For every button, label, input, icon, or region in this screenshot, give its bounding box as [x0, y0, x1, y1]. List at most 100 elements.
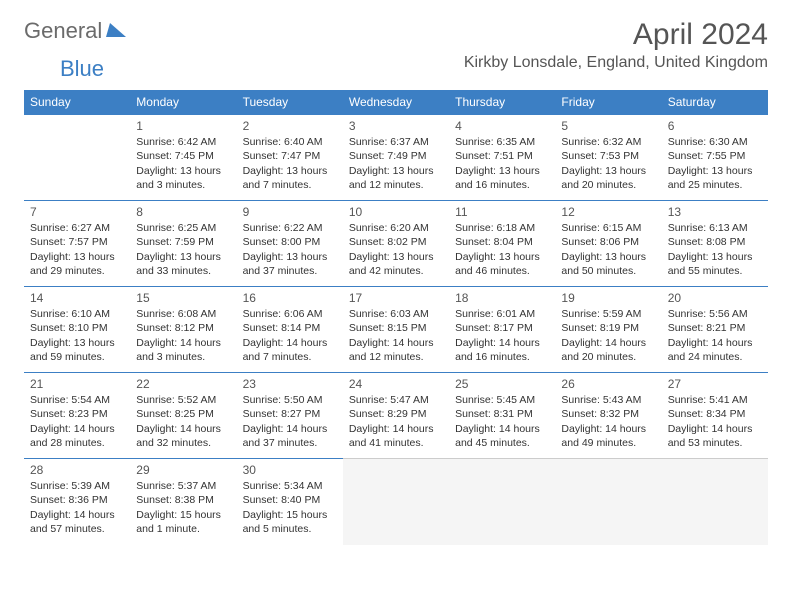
day-detail-line: Daylight: 14 hours and 16 minutes. — [455, 336, 549, 364]
col-friday: Friday — [555, 90, 661, 115]
day-detail-line: Sunrise: 5:50 AM — [243, 393, 337, 407]
day-cell — [555, 459, 661, 545]
day-cell: 29Sunrise: 5:37 AMSunset: 8:38 PMDayligh… — [130, 459, 236, 545]
day-detail-line: Sunset: 8:15 PM — [349, 321, 443, 335]
day-detail-line: Sunset: 7:55 PM — [668, 149, 762, 163]
day-detail-line: Sunset: 8:27 PM — [243, 407, 337, 421]
day-detail-line: Daylight: 13 hours and 33 minutes. — [136, 250, 230, 278]
day-detail-line: Sunset: 8:17 PM — [455, 321, 549, 335]
day-detail-line: Sunrise: 6:20 AM — [349, 221, 443, 235]
day-number: 25 — [455, 376, 549, 392]
day-detail-line: Daylight: 14 hours and 49 minutes. — [561, 422, 655, 450]
day-detail-line: Sunrise: 6:18 AM — [455, 221, 549, 235]
day-detail-line: Sunset: 7:59 PM — [136, 235, 230, 249]
day-detail-line: Daylight: 14 hours and 20 minutes. — [561, 336, 655, 364]
week-row: 21Sunrise: 5:54 AMSunset: 8:23 PMDayligh… — [24, 373, 768, 459]
logo-part1: General — [24, 18, 102, 44]
day-detail-line: Daylight: 13 hours and 46 minutes. — [455, 250, 549, 278]
day-detail-line: Sunset: 8:12 PM — [136, 321, 230, 335]
day-detail-line: Sunrise: 6:22 AM — [243, 221, 337, 235]
day-number: 7 — [30, 204, 124, 220]
day-cell: 9Sunrise: 6:22 AMSunset: 8:00 PMDaylight… — [237, 201, 343, 287]
day-detail-line: Sunset: 8:23 PM — [30, 407, 124, 421]
day-detail-line: Daylight: 15 hours and 1 minute. — [136, 508, 230, 536]
day-detail-line: Sunrise: 6:25 AM — [136, 221, 230, 235]
day-detail-line: Sunset: 8:00 PM — [243, 235, 337, 249]
day-detail-line: Sunset: 8:36 PM — [30, 493, 124, 507]
day-detail-line: Daylight: 13 hours and 16 minutes. — [455, 164, 549, 192]
day-detail-line: Sunrise: 5:45 AM — [455, 393, 549, 407]
day-detail-line: Sunset: 8:38 PM — [136, 493, 230, 507]
day-cell — [662, 459, 768, 545]
day-number: 20 — [668, 290, 762, 306]
day-number: 18 — [455, 290, 549, 306]
day-number: 16 — [243, 290, 337, 306]
day-detail-line: Sunrise: 6:40 AM — [243, 135, 337, 149]
day-detail-line: Sunset: 8:10 PM — [30, 321, 124, 335]
day-number: 3 — [349, 118, 443, 134]
day-detail-line: Sunrise: 6:06 AM — [243, 307, 337, 321]
day-number: 14 — [30, 290, 124, 306]
day-cell: 8Sunrise: 6:25 AMSunset: 7:59 PMDaylight… — [130, 201, 236, 287]
day-cell: 15Sunrise: 6:08 AMSunset: 8:12 PMDayligh… — [130, 287, 236, 373]
day-detail-line: Sunrise: 5:41 AM — [668, 393, 762, 407]
day-number: 2 — [243, 118, 337, 134]
day-detail-line: Daylight: 14 hours and 7 minutes. — [243, 336, 337, 364]
title-block: April 2024 Kirkby Lonsdale, England, Uni… — [464, 18, 768, 72]
day-cell: 4Sunrise: 6:35 AMSunset: 7:51 PMDaylight… — [449, 115, 555, 201]
day-detail-line: Sunset: 7:53 PM — [561, 149, 655, 163]
day-detail-line: Sunset: 7:51 PM — [455, 149, 549, 163]
day-detail-line: Daylight: 13 hours and 50 minutes. — [561, 250, 655, 278]
day-cell: 10Sunrise: 6:20 AMSunset: 8:02 PMDayligh… — [343, 201, 449, 287]
day-cell: 16Sunrise: 6:06 AMSunset: 8:14 PMDayligh… — [237, 287, 343, 373]
day-detail-line: Sunrise: 6:01 AM — [455, 307, 549, 321]
logo: General — [24, 18, 128, 44]
day-detail-line: Sunrise: 5:56 AM — [668, 307, 762, 321]
day-number: 26 — [561, 376, 655, 392]
day-detail-line: Sunset: 8:14 PM — [243, 321, 337, 335]
day-detail-line: Daylight: 14 hours and 3 minutes. — [136, 336, 230, 364]
day-cell: 17Sunrise: 6:03 AMSunset: 8:15 PMDayligh… — [343, 287, 449, 373]
day-number: 9 — [243, 204, 337, 220]
day-cell: 22Sunrise: 5:52 AMSunset: 8:25 PMDayligh… — [130, 373, 236, 459]
day-number: 21 — [30, 376, 124, 392]
day-detail-line: Sunset: 8:08 PM — [668, 235, 762, 249]
month-title: April 2024 — [464, 18, 768, 52]
day-detail-line: Daylight: 14 hours and 53 minutes. — [668, 422, 762, 450]
day-detail-line: Sunset: 8:32 PM — [561, 407, 655, 421]
day-detail-line: Daylight: 13 hours and 3 minutes. — [136, 164, 230, 192]
day-cell: 27Sunrise: 5:41 AMSunset: 8:34 PMDayligh… — [662, 373, 768, 459]
day-cell: 26Sunrise: 5:43 AMSunset: 8:32 PMDayligh… — [555, 373, 661, 459]
day-cell: 3Sunrise: 6:37 AMSunset: 7:49 PMDaylight… — [343, 115, 449, 201]
week-row: 7Sunrise: 6:27 AMSunset: 7:57 PMDaylight… — [24, 201, 768, 287]
day-detail-line: Sunrise: 5:54 AM — [30, 393, 124, 407]
day-detail-line: Daylight: 13 hours and 7 minutes. — [243, 164, 337, 192]
col-saturday: Saturday — [662, 90, 768, 115]
day-detail-line: Daylight: 15 hours and 5 minutes. — [243, 508, 337, 536]
day-detail-line: Sunset: 7:57 PM — [30, 235, 124, 249]
day-cell: 28Sunrise: 5:39 AMSunset: 8:36 PMDayligh… — [24, 459, 130, 545]
day-detail-line: Daylight: 13 hours and 20 minutes. — [561, 164, 655, 192]
day-detail-line: Daylight: 14 hours and 28 minutes. — [30, 422, 124, 450]
day-detail-line: Daylight: 13 hours and 37 minutes. — [243, 250, 337, 278]
day-detail-line: Sunrise: 6:03 AM — [349, 307, 443, 321]
day-detail-line: Sunset: 8:19 PM — [561, 321, 655, 335]
calendar-table: Sunday Monday Tuesday Wednesday Thursday… — [24, 90, 768, 545]
day-detail-line: Sunrise: 5:47 AM — [349, 393, 443, 407]
day-cell: 24Sunrise: 5:47 AMSunset: 8:29 PMDayligh… — [343, 373, 449, 459]
logo-triangle-icon — [106, 21, 126, 42]
day-number: 4 — [455, 118, 549, 134]
day-detail-line: Sunset: 8:31 PM — [455, 407, 549, 421]
day-detail-line: Sunrise: 5:39 AM — [30, 479, 124, 493]
day-cell: 2Sunrise: 6:40 AMSunset: 7:47 PMDaylight… — [237, 115, 343, 201]
day-number: 10 — [349, 204, 443, 220]
day-number: 13 — [668, 204, 762, 220]
week-row: 1Sunrise: 6:42 AMSunset: 7:45 PMDaylight… — [24, 115, 768, 201]
day-cell: 19Sunrise: 5:59 AMSunset: 8:19 PMDayligh… — [555, 287, 661, 373]
day-detail-line: Daylight: 14 hours and 24 minutes. — [668, 336, 762, 364]
col-sunday: Sunday — [24, 90, 130, 115]
day-detail-line: Sunset: 7:47 PM — [243, 149, 337, 163]
day-number: 8 — [136, 204, 230, 220]
day-cell: 7Sunrise: 6:27 AMSunset: 7:57 PMDaylight… — [24, 201, 130, 287]
day-detail-line: Sunset: 7:45 PM — [136, 149, 230, 163]
